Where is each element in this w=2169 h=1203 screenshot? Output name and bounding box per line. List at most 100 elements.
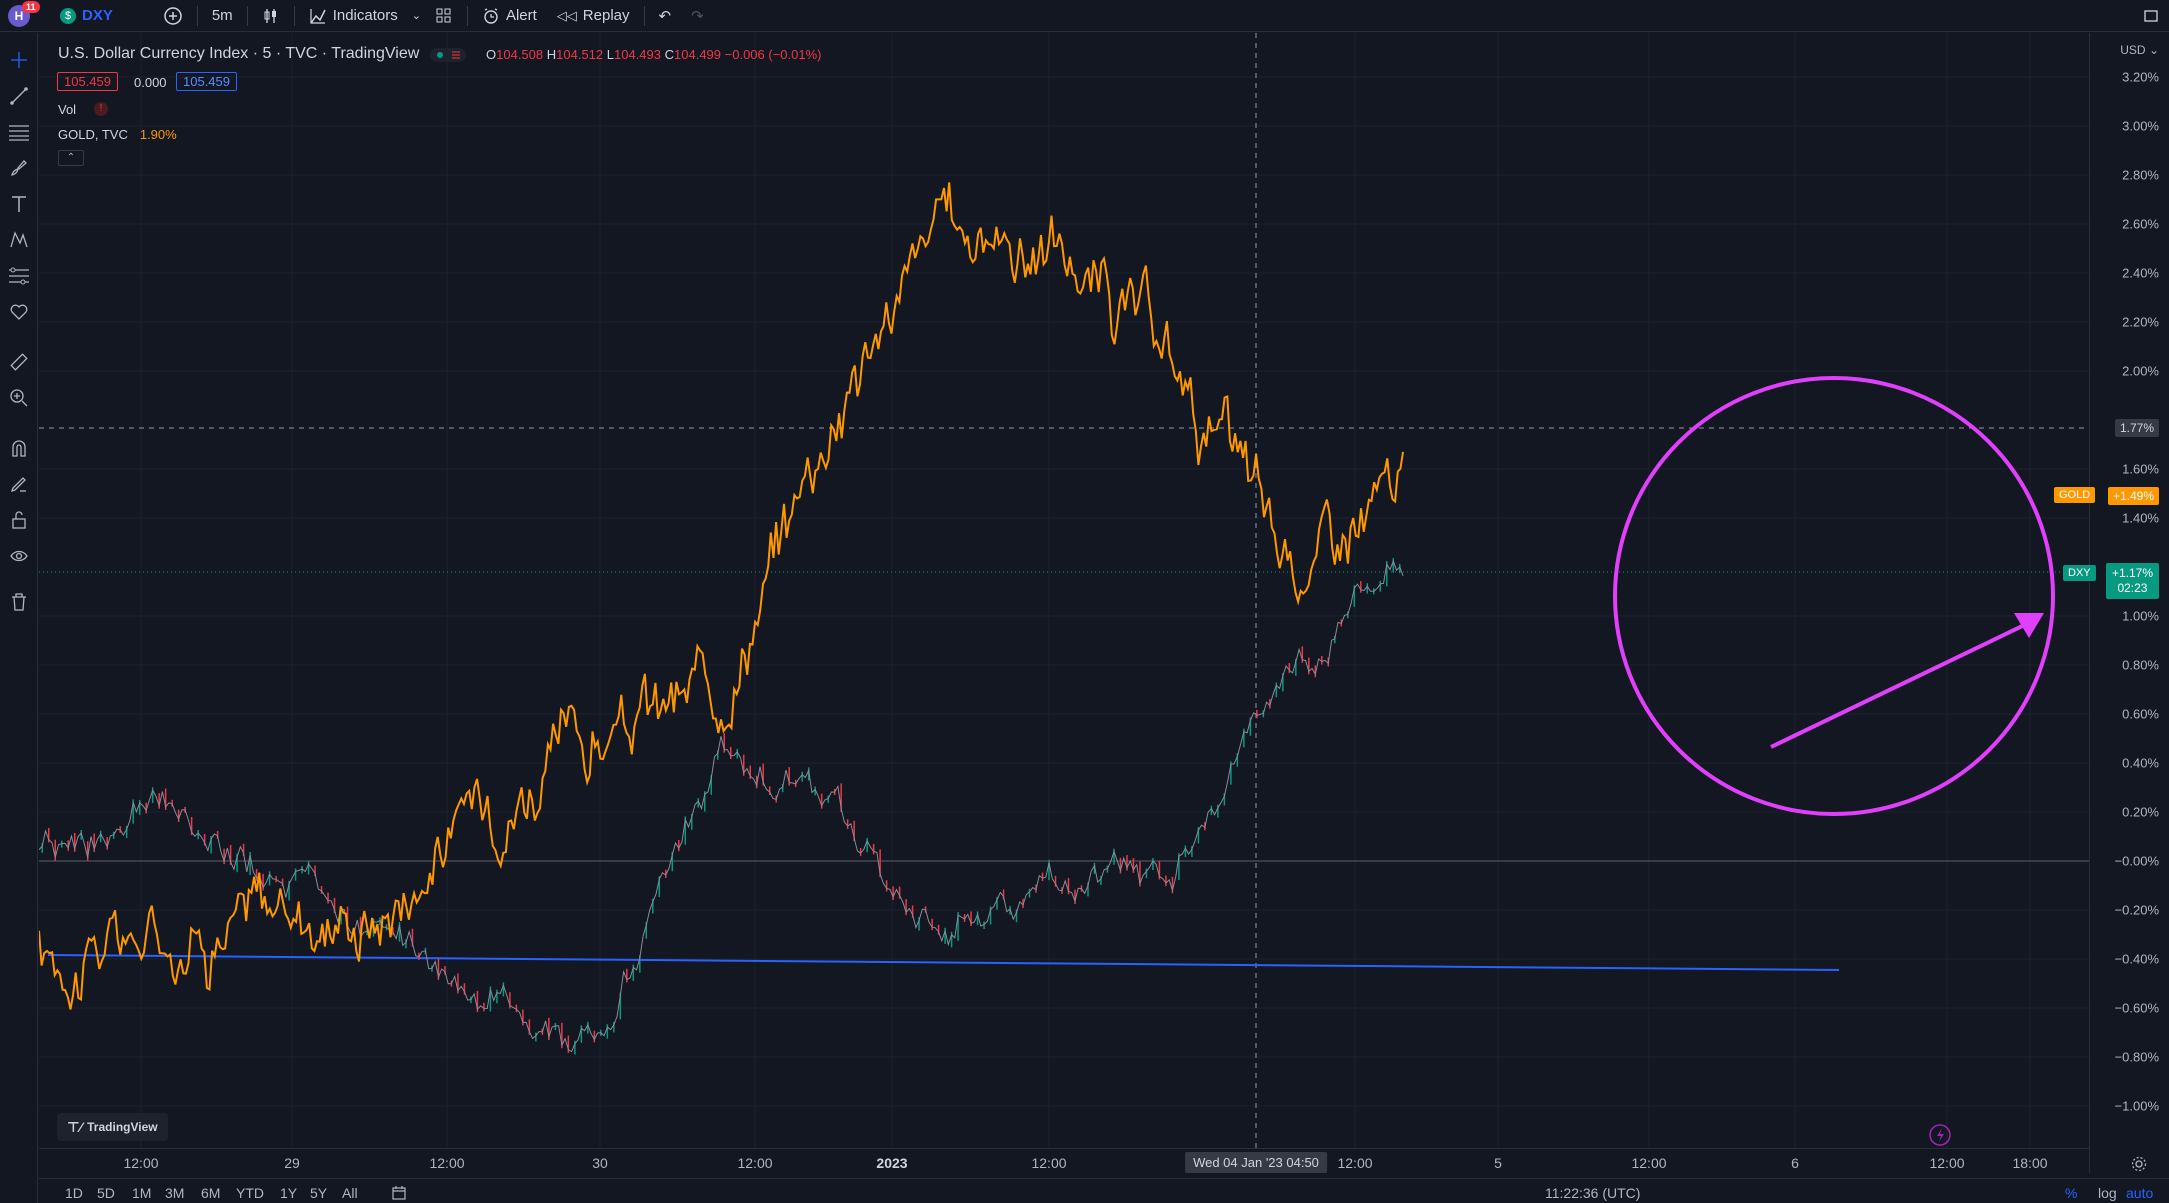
time-tick: 29 [284, 1155, 300, 1171]
auto-toggle[interactable]: auto [2126, 1185, 2154, 1201]
drawing-mode-icon[interactable] [6, 471, 32, 497]
eye-icon[interactable] [6, 543, 32, 569]
range-button-1m[interactable]: 1M [132, 1185, 152, 1201]
log-toggle[interactable]: log [2098, 1185, 2117, 1201]
time-tick: 18:00 [2012, 1155, 2048, 1171]
dxy-series-tag: DXY [2063, 565, 2096, 581]
percent-toggle[interactable]: % [2065, 1185, 2078, 1201]
sell-button[interactable]: 105.459 [57, 72, 118, 91]
annotation-arrow[interactable] [1770, 616, 2040, 749]
tradingview-logo-icon: ⊤⁄ [67, 1118, 83, 1135]
indicators-button[interactable]: Indicators [299, 0, 408, 32]
volume-legend[interactable]: Vol [58, 102, 77, 117]
fullscreen-button[interactable] [2133, 0, 2169, 32]
heart-icon[interactable] [6, 299, 32, 325]
collapse-legend-button[interactable]: ⌃ [58, 150, 84, 166]
lightning-icon[interactable] [1929, 1124, 1951, 1146]
window-icon [2144, 9, 2158, 22]
range-button-ytd[interactable]: YTD [236, 1185, 264, 1201]
annotation-circle[interactable] [1613, 376, 2055, 816]
price-tick: 3.00% [2122, 118, 2159, 134]
indicators-icon [310, 8, 326, 24]
gold-legend-value: 1.90% [139, 127, 177, 142]
annotation-arrowhead [2014, 613, 2044, 638]
chevron-down-icon: ⌄ [2148, 43, 2159, 57]
price-tick: 2.40% [2122, 265, 2159, 281]
interval-button[interactable]: 5m [211, 7, 233, 24]
undo-button[interactable]: ↶ [649, 0, 682, 32]
change-value: −0.006 (−0.01%) [724, 47, 822, 62]
price-tick: 0.80% [2122, 657, 2159, 673]
pattern-tool-icon[interactable] [6, 227, 32, 253]
zoom-in-icon[interactable] [6, 385, 32, 411]
visibility-toggle-icon[interactable] [430, 48, 466, 62]
brush-tool-icon[interactable] [6, 155, 32, 181]
dollar-icon: $ [60, 7, 76, 24]
blue-trendline[interactable] [47, 954, 1840, 971]
range-button-5y[interactable]: 5Y [310, 1185, 328, 1201]
chart-type-button[interactable] [252, 0, 290, 32]
time-tick: 2023 [876, 1155, 908, 1171]
currency-label: USD [2120, 43, 2146, 57]
gold-series-tag: GOLD [2054, 487, 2096, 503]
replay-button[interactable]: ◁◁ Replay [547, 0, 640, 32]
range-button-1d[interactable]: 1D [65, 1185, 83, 1201]
trash-icon[interactable] [6, 589, 32, 615]
plus-circle-icon [164, 6, 182, 25]
gear-icon[interactable] [2131, 1156, 2147, 1172]
compare-add-button[interactable] [153, 0, 193, 32]
time-tick: 6 [1791, 1155, 1799, 1171]
close-label: C [664, 47, 675, 62]
divider [466, 5, 468, 26]
user-avatar[interactable]: H 11 [8, 0, 40, 27]
ruler-icon[interactable] [6, 349, 32, 375]
open-label: O [486, 47, 497, 62]
layouts-button[interactable] [425, 0, 463, 32]
lock-icon[interactable] [6, 507, 32, 533]
price-tick: 2.60% [2122, 216, 2159, 232]
alert-button[interactable]: Alert [472, 0, 547, 32]
fib-tool-icon[interactable] [6, 119, 32, 145]
indicator-templates-button[interactable]: ⌄ [408, 0, 425, 32]
warning-icon[interactable]: ! [94, 102, 108, 116]
time-tick: 12:00 [1031, 1155, 1067, 1171]
utc-clock[interactable]: 11:22:36 (UTC) [1545, 1185, 1641, 1201]
magnet-icon[interactable] [6, 435, 32, 461]
text-tool-icon[interactable] [6, 191, 32, 217]
divider [643, 5, 645, 26]
indicators-label: Indicators [332, 7, 398, 24]
currency-selector[interactable]: USD ⌄ [2120, 43, 2159, 57]
range-button-1y[interactable]: 1Y [280, 1185, 298, 1201]
trendline-tool-icon[interactable] [6, 83, 32, 109]
price-tick: 1.60% [2122, 461, 2159, 477]
watermark-text: TradingView [87, 1120, 158, 1134]
candles-icon [264, 8, 276, 23]
gold-legend-name: GOLD, TVC [58, 127, 128, 142]
high-label: H [546, 47, 557, 62]
buy-button[interactable]: 105.459 [176, 72, 237, 91]
gold-legend[interactable]: GOLD, TVC 1.90% [58, 127, 177, 142]
redo-button[interactable]: ↷ [681, 0, 714, 32]
price-tick: −0.40% [2114, 951, 2159, 967]
range-button-5d[interactable]: 5D [97, 1185, 115, 1201]
redo-icon: ↷ [691, 7, 704, 25]
time-scale[interactable]: 12:00 29 12:00 30 12:00 2023 12:00 12:00 5 12:00 6… [39, 1148, 2147, 1178]
divider [246, 5, 248, 26]
chart-pane[interactable] [39, 33, 2089, 1173]
crosshair-tool-icon[interactable] [6, 47, 32, 73]
replay-label: Replay [582, 7, 630, 24]
forecast-tool-icon[interactable] [6, 263, 32, 289]
range-button-all[interactable]: All [342, 1185, 358, 1201]
calendar-icon[interactable] [391, 1185, 407, 1201]
time-tick: 30 [592, 1155, 608, 1171]
dxy-series-line [39, 559, 1404, 1053]
range-button-6m[interactable]: 6M [201, 1185, 221, 1201]
symbol-search-button[interactable]: $ DXY [50, 0, 123, 32]
price-scale[interactable]: USD ⌄ 3.20% 3.00% 2.80% 2.60% 2.40% 2.20% 2.00… [2089, 33, 2169, 1173]
range-button-3m[interactable]: 3M [165, 1185, 185, 1201]
grid-icon [436, 8, 451, 22]
spread-value: 0.000 [134, 75, 167, 90]
chart-canvas[interactable] [39, 33, 2089, 1148]
undo-icon: ↶ [658, 7, 672, 25]
symbol-label: DXY [82, 7, 113, 24]
